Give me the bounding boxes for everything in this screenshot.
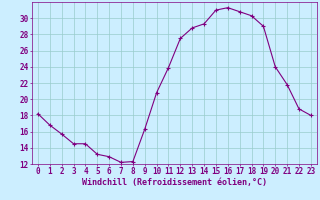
X-axis label: Windchill (Refroidissement éolien,°C): Windchill (Refroidissement éolien,°C)	[82, 178, 267, 187]
